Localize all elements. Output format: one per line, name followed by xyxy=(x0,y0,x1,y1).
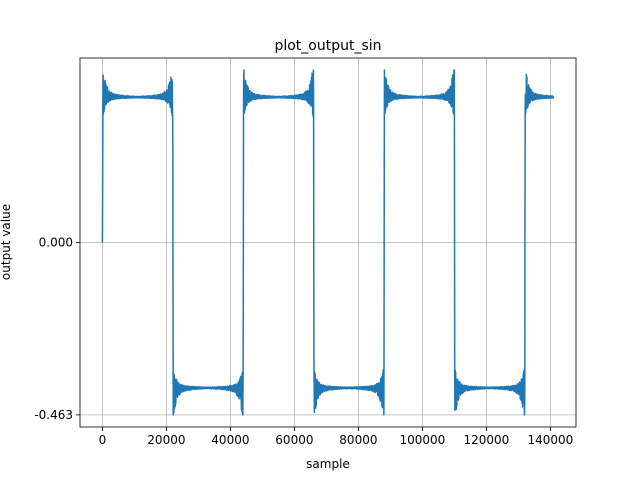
x-tick-label: 80000 xyxy=(339,433,377,447)
grid xyxy=(80,58,576,427)
x-tick-label: 140000 xyxy=(527,433,573,447)
y-tick-label: 0.000 xyxy=(39,236,73,250)
x-axis-label: sample xyxy=(306,457,350,471)
x-tick-label: 40000 xyxy=(211,433,249,447)
x-tick-label: 60000 xyxy=(275,433,313,447)
y-axis: 0.000 -0.463 xyxy=(34,236,80,422)
x-axis: 0 20000 40000 60000 80000 100000 120000 140000 xyxy=(99,427,573,447)
x-tick-label: 120000 xyxy=(463,433,509,447)
x-tick-label: 100000 xyxy=(399,433,445,447)
series-line xyxy=(101,69,555,416)
series-layer xyxy=(101,69,555,416)
chart-title: plot_output_sin xyxy=(274,38,381,54)
x-tick-label: 20000 xyxy=(147,433,185,447)
y-axis-label: output value xyxy=(0,204,13,280)
x-tick-label: 0 xyxy=(99,433,107,447)
y-tick-label: -0.463 xyxy=(34,408,73,422)
